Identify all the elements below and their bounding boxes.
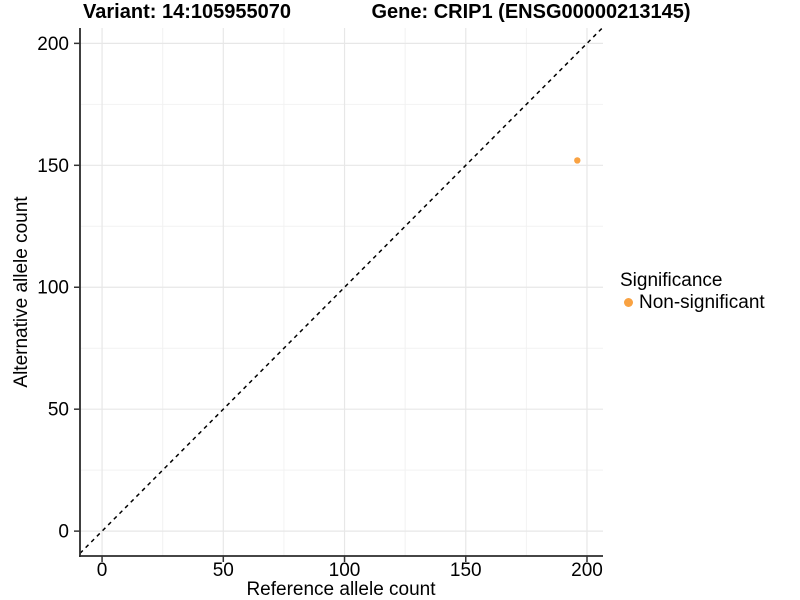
x-tick-label: 200 [571,560,603,581]
gene-title: Gene: CRIP1 (ENSG00000213145) [371,1,691,23]
legend-point-icon [624,298,633,307]
x-axis-label: Reference allele count [246,579,436,600]
x-tick-label: 100 [329,560,361,581]
y-tick-label: 200 [37,34,69,55]
x-tick-label: 50 [213,560,234,581]
y-tick-label: 100 [37,278,69,299]
x-tick-label: 0 [97,560,108,581]
y-tick-label: 50 [48,400,69,421]
legend-entry: Non-significant [620,292,798,313]
variant-title: Variant: 14:105955070 [83,1,291,23]
data-point [574,157,581,164]
y-tick-label: 0 [58,522,69,543]
y-tick-label: 150 [37,156,69,177]
legend-title: Significance [620,270,723,291]
legend-entry-label: Non-significant [639,292,765,313]
legend: Significance Non-significant [620,270,798,313]
x-tick-label: 150 [450,560,482,581]
y-axis-label: Alternative allele count [11,196,32,388]
identity-line [79,27,603,554]
